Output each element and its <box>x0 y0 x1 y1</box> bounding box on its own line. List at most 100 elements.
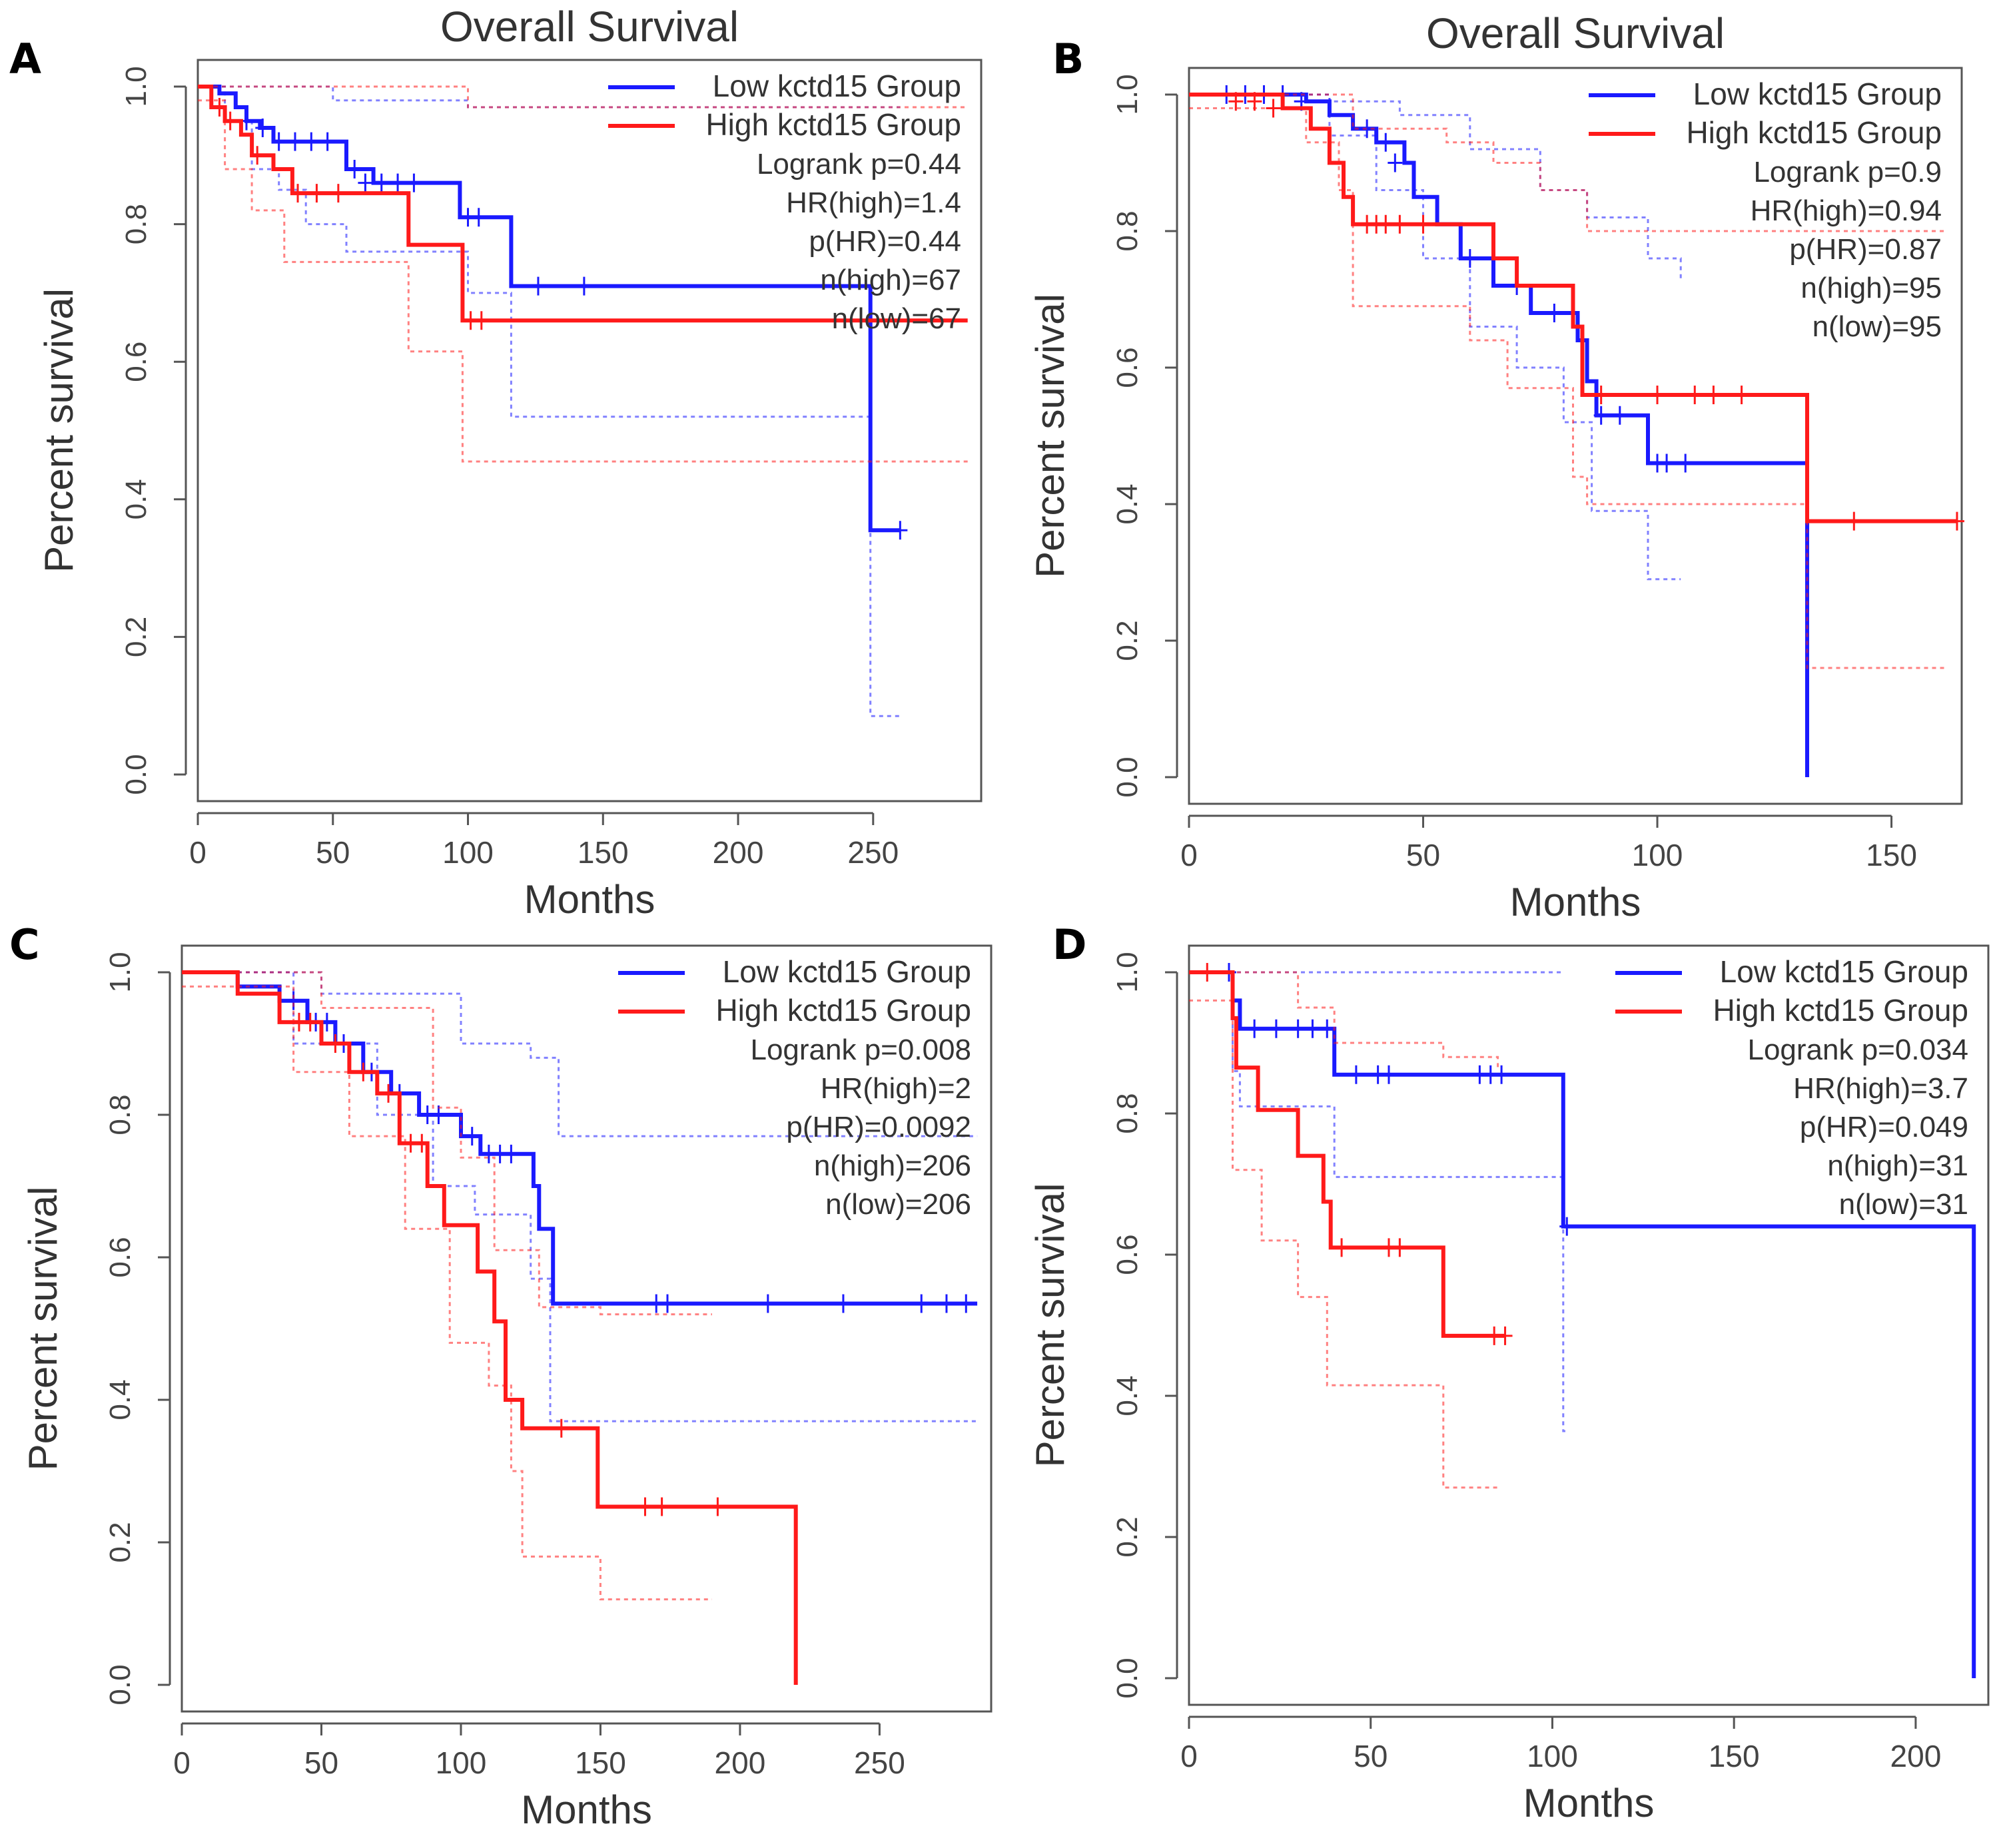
x-tick-label: 100 <box>1527 1739 1578 1773</box>
censor-mark <box>1320 1019 1335 1038</box>
legend: Low kctd15 Group High kctd15 Group Logrank… <box>1615 954 1968 1221</box>
y-axis-label: Percent survival <box>1028 1183 1072 1468</box>
censor-mark <box>330 184 346 203</box>
x-tick-label: 0 <box>1180 1739 1198 1773</box>
censor-mark <box>576 276 592 296</box>
x-axis-label: Months <box>1523 1781 1655 1825</box>
x-axis-label: Months <box>521 1787 652 1832</box>
censor-mark <box>835 1294 851 1313</box>
chart-title: Overall Survival <box>1426 9 1725 57</box>
censor-mark <box>358 173 373 192</box>
censor-mark <box>390 173 406 192</box>
y-tick-label: 0.0 <box>120 754 153 794</box>
censor-mark <box>356 1062 371 1081</box>
x-tick-label: 0 <box>1180 838 1198 872</box>
plot-frame <box>1188 67 1963 805</box>
censor-mark <box>320 132 335 151</box>
censor-mark <box>1247 1019 1262 1038</box>
y-tick-label: 0.8 <box>104 1094 137 1135</box>
stat-line: p(HR)=0.049 <box>1800 1111 1968 1143</box>
censor-mark <box>660 1294 675 1313</box>
stat-line: Logrank p=0.9 <box>1753 156 1942 188</box>
censor-mark <box>1678 454 1693 473</box>
censor-mark <box>406 173 422 192</box>
censor-mark <box>1378 214 1394 234</box>
censor-mark <box>304 132 319 151</box>
censor-mark <box>1706 386 1721 404</box>
ci-lower-line <box>1189 93 1681 581</box>
censor-mark <box>255 118 270 137</box>
stat-line: HR(high)=0.94 <box>1751 194 1942 227</box>
censor-mark <box>347 159 362 178</box>
x-tick-label: 150 <box>575 1745 626 1780</box>
panel-a: A Overall Survival 0 50 100 150 200 250 Months 0.… <box>9 3 983 922</box>
series-high <box>198 85 968 463</box>
legend-label-high: High kctd15 Group <box>705 107 961 142</box>
censor-mark <box>286 991 301 1010</box>
panel-letter: B <box>1052 35 1084 83</box>
censor-mark <box>1687 386 1703 404</box>
y-tick-label: 0.4 <box>1111 483 1144 524</box>
x-tick-label: 150 <box>1866 838 1917 872</box>
censor-mark <box>1612 406 1627 425</box>
legend: Low kctd15 Group High kctd15 Group Logrank… <box>618 954 971 1221</box>
censor-mark <box>464 1127 480 1146</box>
stat-line: n(low)=67 <box>832 302 961 335</box>
censor-mark <box>1846 511 1862 531</box>
x-tick-label: 100 <box>436 1745 487 1780</box>
x-tick-label: 250 <box>854 1745 905 1780</box>
ci-lower-line <box>1189 999 1498 1489</box>
censor-mark <box>302 1012 318 1032</box>
y-tick-label: 0.4 <box>1111 1375 1144 1416</box>
censor-mark <box>654 1497 669 1516</box>
y-tick-label: 0.8 <box>120 204 153 244</box>
censor-mark <box>1949 511 1964 531</box>
plot-frame <box>1188 944 1990 1706</box>
stat-line: n(high)=206 <box>814 1149 971 1182</box>
censor-mark <box>637 1497 653 1516</box>
panel-d: D 0 50 100 150 200 Months 0.0 0.2 0.4 0.6 0.8 1.0 Per… <box>1028 920 1990 1825</box>
y-tick-label: 0.2 <box>120 617 153 657</box>
ci-lower-line <box>198 85 901 717</box>
censor-mark <box>222 111 238 131</box>
series-high <box>182 970 798 1685</box>
x-tick-label: 100 <box>442 835 494 870</box>
ci-upper-line <box>1189 93 1948 232</box>
stat-line: n(low)=31 <box>1839 1188 1968 1221</box>
censor-mark <box>1378 133 1394 152</box>
censor-mark <box>1392 1238 1407 1257</box>
censor-mark <box>914 1294 929 1313</box>
x-axis-label: Months <box>1510 880 1641 924</box>
censor-mark <box>530 276 546 296</box>
censor-mark <box>1290 1019 1306 1038</box>
ci-upper-line <box>1189 93 1682 279</box>
y-axis-label: Percent survival <box>1028 294 1072 578</box>
censor-mark <box>471 208 486 227</box>
y-tick-label: 0.2 <box>104 1522 137 1562</box>
panel-letter: A <box>9 35 41 83</box>
legend-label-low: Low kctd15 Group <box>1693 77 1942 111</box>
x-tick-label: 150 <box>1709 1739 1760 1773</box>
y-tick-label: 0.6 <box>1111 1234 1144 1275</box>
stat-line: Logrank p=0.008 <box>750 1034 971 1066</box>
legend-label-high: High kctd15 Group <box>1713 993 1968 1028</box>
stat-line: HR(high)=3.7 <box>1793 1072 1968 1105</box>
ci-upper-line <box>198 85 968 109</box>
x-tick-label: 150 <box>578 835 629 870</box>
y-tick-label: 0.0 <box>104 1664 137 1705</box>
censor-mark <box>1334 1238 1350 1257</box>
censor-mark <box>271 132 286 151</box>
censor-mark <box>212 97 227 117</box>
stat-line: p(HR)=0.44 <box>809 225 961 258</box>
series-low <box>1189 963 1976 1678</box>
censor-mark <box>1497 1326 1513 1345</box>
legend: Low kctd15 Group High kctd15 Group Logrank… <box>608 69 961 335</box>
survival-curve <box>1189 970 1505 1338</box>
censor-mark <box>1593 406 1609 425</box>
legend-label-low: Low kctd15 Group <box>713 69 961 103</box>
plot-frame <box>197 59 983 802</box>
ci-upper-line <box>182 971 712 1316</box>
chart-title: Overall Survival <box>440 3 739 51</box>
censor-mark <box>474 311 489 330</box>
